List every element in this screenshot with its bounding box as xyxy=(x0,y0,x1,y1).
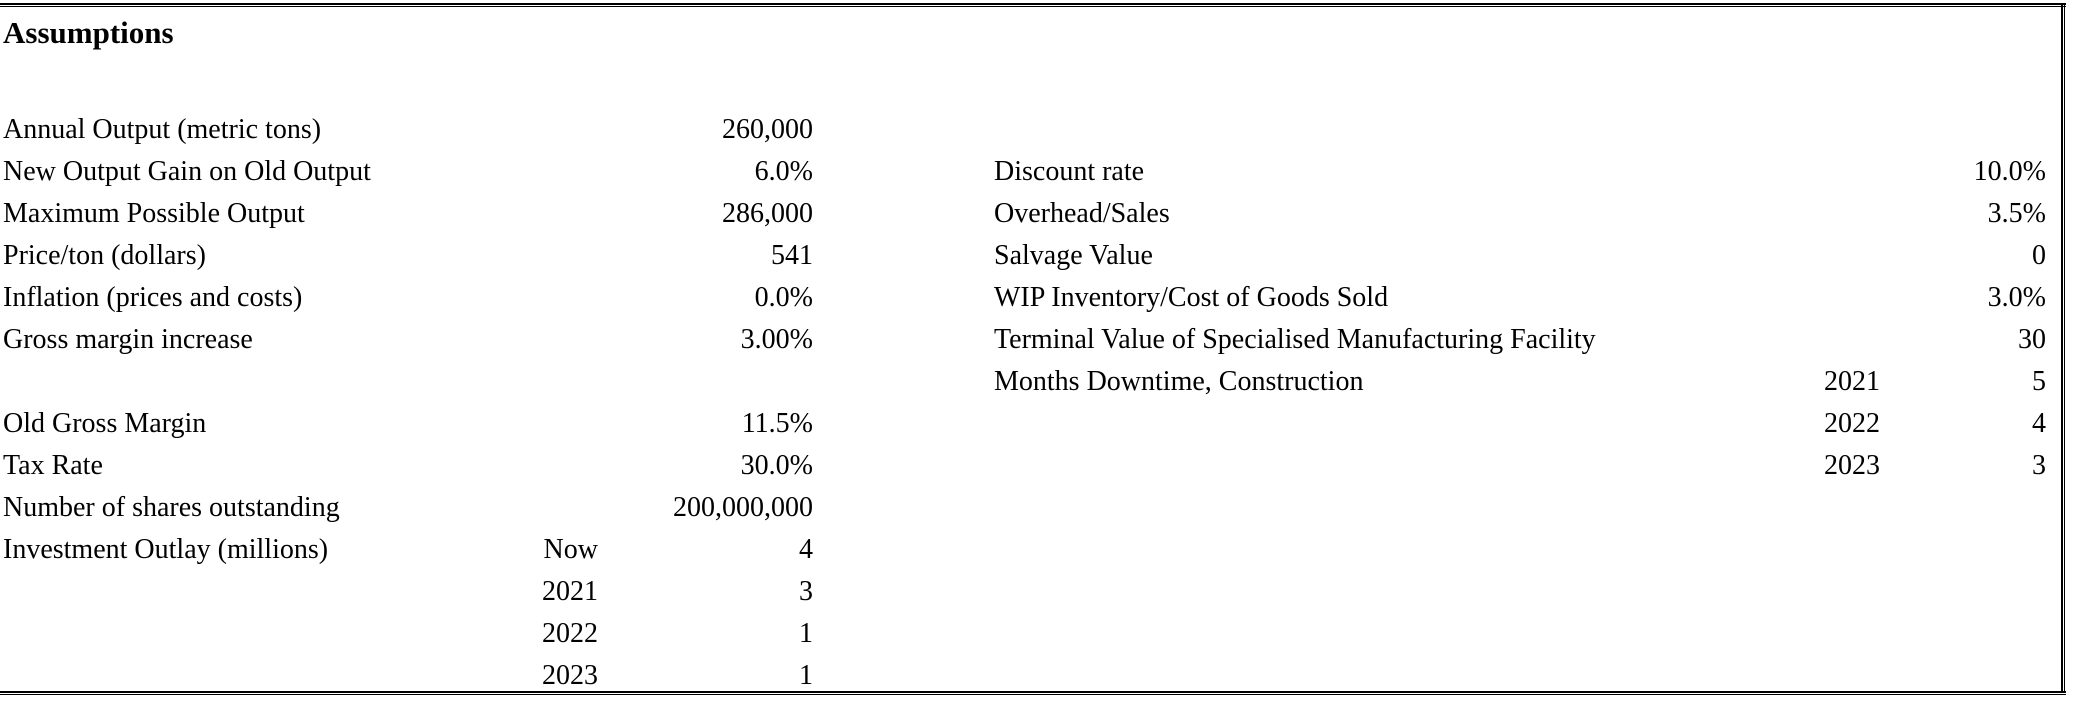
value-terminal-value[interactable]: 30 xyxy=(2018,324,2046,355)
investment-value-2023[interactable]: 1 xyxy=(799,660,813,691)
value-shares-outstanding[interactable]: 200,000,000 xyxy=(673,492,813,523)
label-shares-outstanding: Number of shares outstanding xyxy=(3,492,340,523)
value-price-per-ton[interactable]: 541 xyxy=(771,240,813,271)
right-double-border xyxy=(2061,3,2065,692)
investment-period-now: Now xyxy=(543,534,598,565)
value-inflation[interactable]: 0.0% xyxy=(754,282,813,313)
downtime-year-2021: 2021 xyxy=(1824,366,1880,397)
value-wip-inventory[interactable]: 3.0% xyxy=(1987,282,2046,313)
downtime-year-2022: 2022 xyxy=(1824,408,1880,439)
top-double-border xyxy=(0,3,2066,7)
label-discount-rate: Discount rate xyxy=(994,156,1145,187)
bottom-double-border xyxy=(0,691,2066,695)
label-inflation: Inflation (prices and costs) xyxy=(3,282,303,313)
label-wip-inventory: WIP Inventory/Cost of Goods Sold xyxy=(994,282,1389,313)
label-old-gross-margin: Old Gross Margin xyxy=(3,408,207,439)
investment-period-2022: 2022 xyxy=(542,618,598,649)
label-tax-rate: Tax Rate xyxy=(3,450,103,481)
investment-period-2021: 2021 xyxy=(542,576,598,607)
value-new-output-gain[interactable]: 6.0% xyxy=(754,156,813,187)
value-old-gross-margin[interactable]: 11.5% xyxy=(741,408,813,439)
label-terminal-value: Terminal Value of Specialised Manufactur… xyxy=(994,324,1596,355)
downtime-value-2022[interactable]: 4 xyxy=(2032,408,2046,439)
label-new-output-gain: New Output Gain on Old Output xyxy=(3,156,371,187)
value-overhead-sales[interactable]: 3.5% xyxy=(1987,198,2046,229)
value-discount-rate[interactable]: 10.0% xyxy=(1973,156,2046,187)
label-months-downtime: Months Downtime, Construction xyxy=(994,366,1364,397)
section-title: Assumptions xyxy=(3,15,174,50)
value-gross-margin-increase[interactable]: 3.00% xyxy=(740,324,813,355)
label-investment-outlay: Investment Outlay (millions) xyxy=(3,534,329,565)
value-salvage-value[interactable]: 0 xyxy=(2032,240,2046,271)
label-salvage-value: Salvage Value xyxy=(994,240,1153,271)
investment-value-2022[interactable]: 1 xyxy=(799,618,813,649)
label-price-per-ton: Price/ton (dollars) xyxy=(3,240,206,271)
value-annual-output[interactable]: 260,000 xyxy=(722,114,813,145)
label-max-possible-output: Maximum Possible Output xyxy=(3,198,305,229)
value-tax-rate[interactable]: 30.0% xyxy=(740,450,813,481)
investment-period-2023: 2023 xyxy=(542,660,598,691)
downtime-value-2021[interactable]: 5 xyxy=(2032,366,2046,397)
label-annual-output: Annual Output (metric tons) xyxy=(3,114,322,145)
investment-value-now[interactable]: 4 xyxy=(799,534,813,565)
value-max-possible-output[interactable]: 286,000 xyxy=(722,198,813,229)
label-overhead-sales: Overhead/Sales xyxy=(994,198,1170,229)
downtime-year-2023: 2023 xyxy=(1824,450,1880,481)
label-gross-margin-increase: Gross margin increase xyxy=(3,324,253,355)
investment-value-2021[interactable]: 3 xyxy=(799,576,813,607)
downtime-value-2023[interactable]: 3 xyxy=(2032,450,2046,481)
